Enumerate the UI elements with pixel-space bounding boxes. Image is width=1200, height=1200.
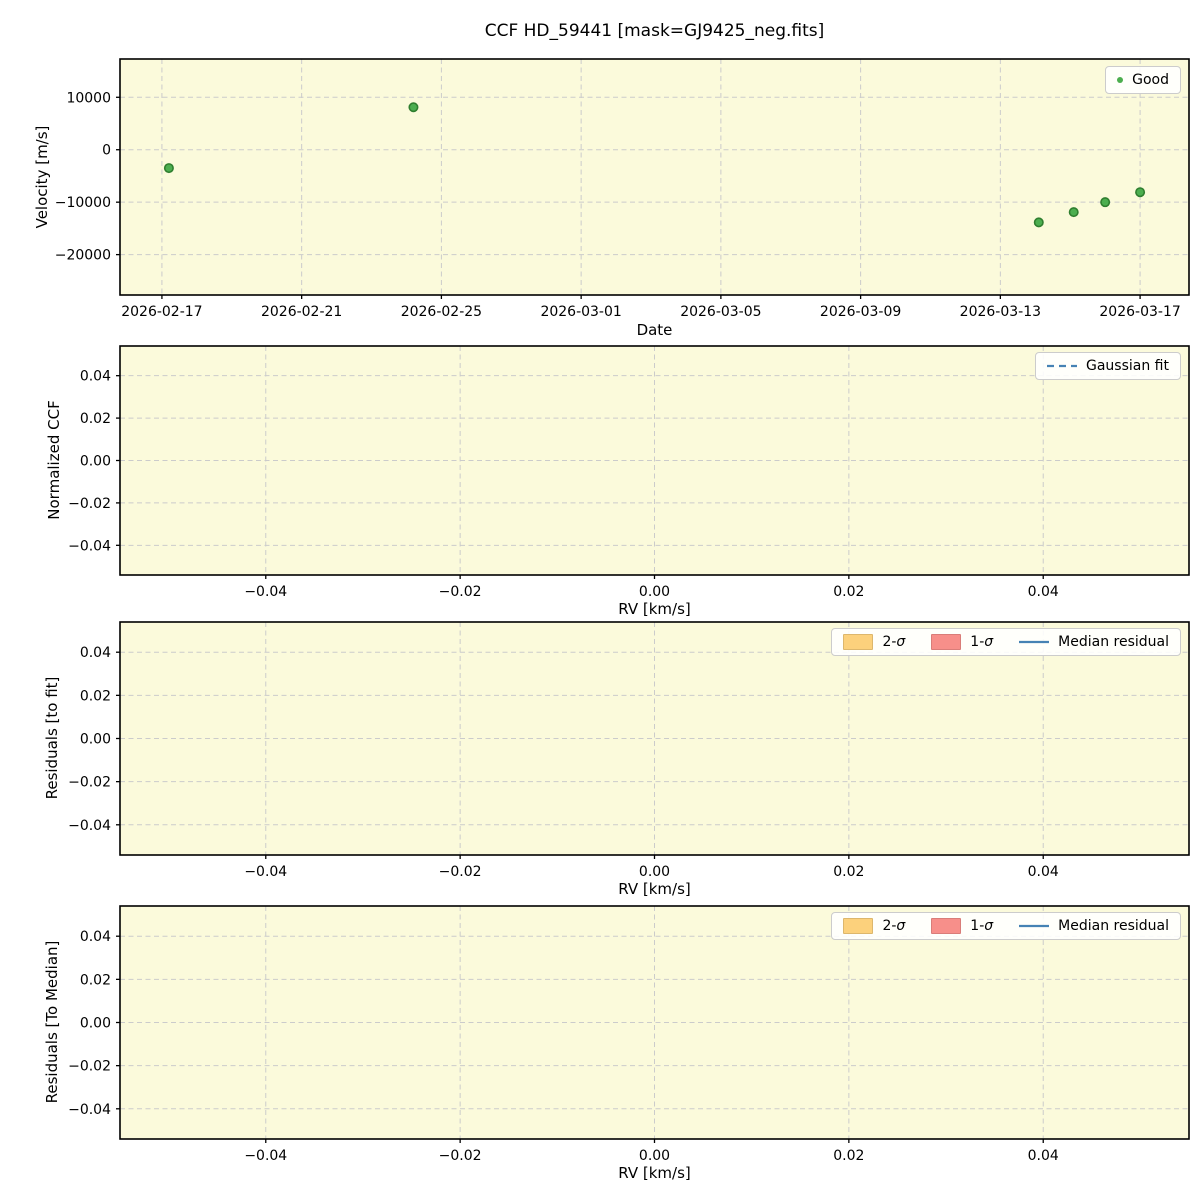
data-point-good [1100, 197, 1111, 208]
data-point-good [1135, 187, 1146, 198]
legend-label: 2-σ [882, 634, 906, 650]
y-tick-label: 0.00 [80, 732, 111, 748]
x-tick-label: 0.00 [639, 1148, 670, 1164]
legend-item-1: 1-σ [931, 633, 993, 651]
y-tick-label: 10000 [66, 90, 111, 106]
x-tick-label: −0.04 [244, 584, 287, 600]
y-axis-label-normalized-ccf: Normalized CCF [45, 400, 63, 520]
plot-border [119, 621, 1190, 856]
y-tick-label: −0.04 [68, 1102, 111, 1118]
legend-label: 1-σ [970, 634, 994, 650]
legend-label: Good [1132, 72, 1169, 88]
x-tick-label: 2026-03-05 [680, 304, 761, 320]
y-axis-label-residuals-median: Residuals [To Median] [43, 940, 61, 1104]
data-point-good [1068, 207, 1079, 218]
y-tick-label: −0.04 [68, 538, 111, 554]
legend-good: Good [1105, 66, 1181, 94]
x-axis-label-rv-2: RV [km/s] [618, 880, 691, 898]
x-tick-label: 0.02 [833, 584, 864, 600]
x-tick-label: −0.02 [439, 1148, 482, 1164]
y-tick-label: 0.02 [80, 972, 111, 988]
legend-dot-marker [1117, 77, 1124, 83]
plot-background [120, 59, 1189, 295]
y-tick-label: 0.02 [80, 688, 111, 704]
y-tick-label: −10000 [55, 195, 111, 211]
y-tick-label: 0.04 [80, 369, 111, 385]
legend-line-marker [1019, 924, 1050, 928]
x-tick-label: −0.04 [244, 864, 287, 880]
x-tick-label: 0.02 [833, 864, 864, 880]
legend-item-2: 2-σ [843, 917, 905, 935]
legend-patch-marker [931, 918, 962, 934]
x-tick-label: 2026-03-13 [960, 304, 1041, 320]
legend-residuals-fit: 2-σ 1-σ Median residual [831, 628, 1181, 656]
subplot-residuals-to-median: −0.04 −0.02 0.00 0.02 0.04 0.04 0.02 0.00 −0.02 −… [68, 905, 1190, 1164]
legend-patch-marker [931, 634, 962, 650]
x-tick-label: 2026-02-25 [401, 304, 482, 320]
legend-item-2: 2-σ [843, 633, 905, 651]
x-tick-label: −0.02 [439, 584, 482, 600]
y-tick-label: 0.02 [80, 411, 111, 427]
x-tick-label: 0.00 [639, 584, 670, 600]
legend-label: 1-σ [970, 918, 994, 934]
y-tick-label: −0.02 [68, 775, 111, 791]
legend-label: Median residual [1058, 918, 1169, 934]
y-tick-label: −0.02 [68, 496, 111, 512]
plot-border [119, 58, 1190, 296]
x-tick-label: 2026-02-21 [261, 304, 342, 320]
data-point-good [163, 163, 174, 174]
x-tick-label: −0.02 [439, 864, 482, 880]
x-tick-label: 2026-03-01 [540, 304, 621, 320]
x-axis-label-date: Date [636, 321, 673, 339]
x-tick-label: 0.04 [1028, 1148, 1059, 1164]
x-tick-label: 2026-02-17 [121, 304, 202, 320]
figure-title: CCF HD_59441 [mask=GJ9425_neg.fits] [484, 21, 825, 41]
x-tick-label: 2026-03-17 [1099, 304, 1180, 320]
legend-label: 2-σ [882, 918, 906, 934]
subplot-normalized-ccf: −0.04 −0.02 0.00 0.02 0.04 0.04 0.02 0.00 −0.02 −… [68, 345, 1190, 600]
legend-residuals-median: 2-σ 1-σ Median residual [831, 912, 1181, 940]
y-tick-label: −0.02 [68, 1059, 111, 1075]
x-tick-label: −0.04 [244, 1148, 287, 1164]
legend-item-1: 1-σ [931, 917, 993, 935]
x-tick-label: 0.04 [1028, 584, 1059, 600]
y-axis-label-residuals-fit: Residuals [to fit] [43, 676, 61, 800]
legend-item-median-residual: Median residual [1019, 917, 1169, 935]
legend-gaussian-fit: Gaussian fit [1035, 352, 1181, 380]
y-tick-label: 0.00 [80, 454, 111, 470]
data-point-good [408, 102, 419, 113]
legend-item-good: Good [1117, 71, 1169, 89]
y-axis-label-velocity: Velocity [m/s] [33, 125, 51, 229]
y-tick-label: −20000 [55, 248, 111, 264]
plot-border [119, 905, 1190, 1140]
subplot-residuals-to-fit: −0.04 −0.02 0.00 0.02 0.04 0.04 0.02 0.00 −0.02 −… [68, 621, 1190, 880]
x-axis-label-rv-1: RV [km/s] [618, 600, 691, 618]
y-tick-label: 0.04 [80, 929, 111, 945]
legend-patch-marker [843, 918, 874, 934]
x-tick-label: 0.02 [833, 1148, 864, 1164]
legend-patch-marker [843, 634, 874, 650]
x-axis-label-rv-3: RV [km/s] [618, 1164, 691, 1182]
legend-item-gaussian-fit: Gaussian fit [1047, 357, 1169, 375]
y-tick-label: 0.04 [80, 645, 111, 661]
y-tick-label: −0.04 [68, 818, 111, 834]
legend-label: Gaussian fit [1086, 358, 1169, 374]
plot-border [119, 345, 1190, 576]
x-tick-label: 2026-03-09 [820, 304, 901, 320]
legend-line-marker [1019, 640, 1050, 644]
data-point-good [1033, 217, 1044, 228]
y-tick-label: 0.00 [80, 1016, 111, 1032]
y-tick-label: 0 [102, 143, 111, 159]
legend-item-median-residual: Median residual [1019, 633, 1169, 651]
legend-label: Median residual [1058, 634, 1169, 650]
x-tick-label: 0.04 [1028, 864, 1059, 880]
legend-dashed-line-marker [1047, 364, 1077, 368]
subplot-velocity-vs-date: 2026-02-17 2026-02-21 2026-02-25 2026-03-01… [55, 58, 1190, 320]
x-tick-label: 0.00 [639, 864, 670, 880]
